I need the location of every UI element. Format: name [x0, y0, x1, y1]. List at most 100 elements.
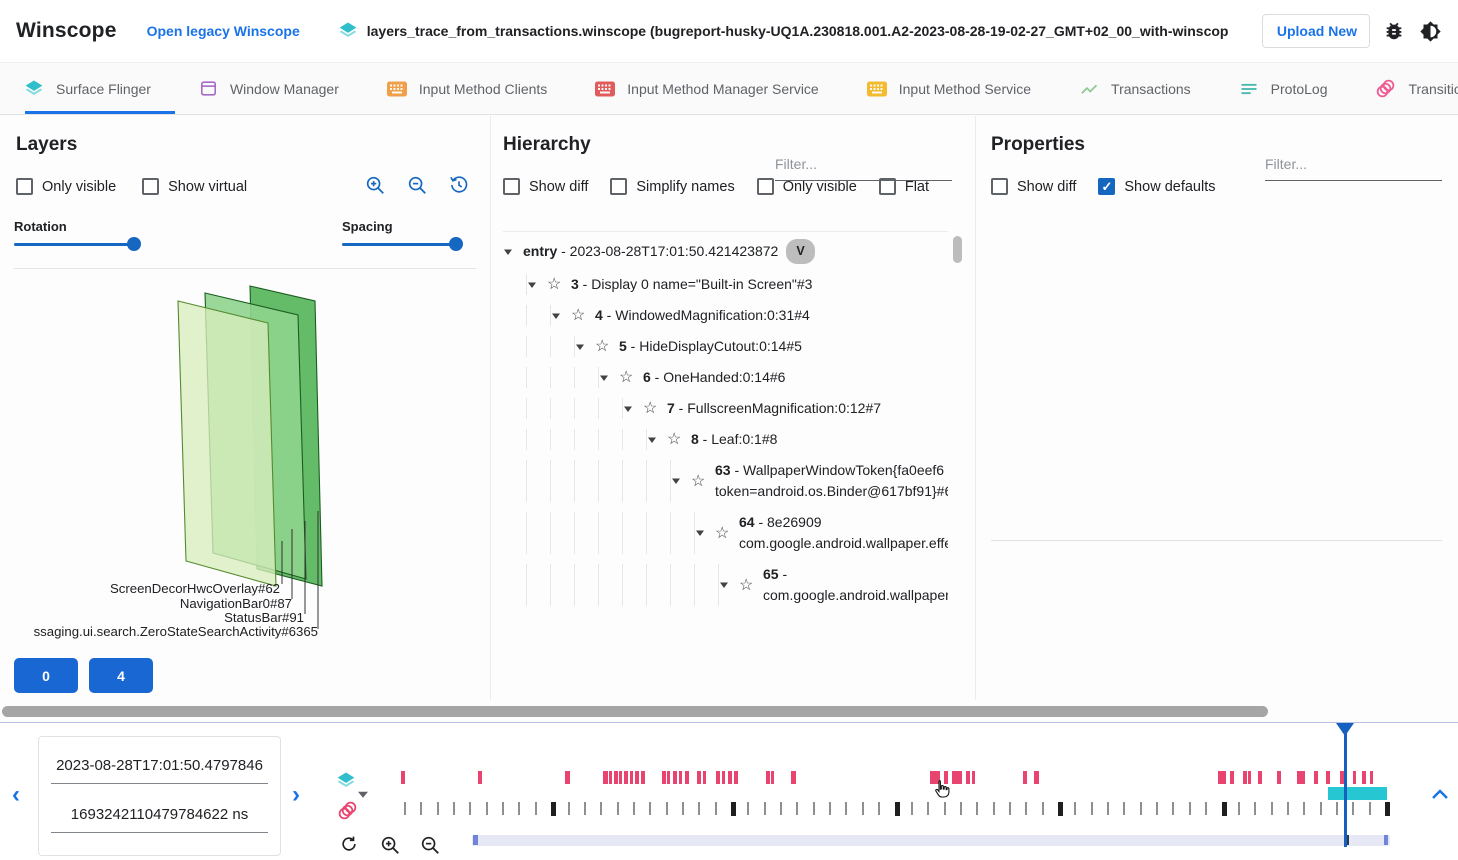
sf-trace-entry-mark[interactable] [1218, 771, 1226, 784]
transition-trace-tick[interactable] [469, 802, 472, 815]
transition-trace-tick[interactable] [453, 802, 456, 815]
transition-trace-tick[interactable] [698, 802, 701, 815]
sf-trace-entry-mark[interactable] [603, 771, 608, 784]
sf-trace-entry-mark[interactable] [673, 771, 677, 784]
timeline-zoom-range-track[interactable] [472, 835, 1390, 846]
checkbox-box[interactable] [756, 178, 774, 195]
star-icon[interactable]: ☆ [547, 276, 562, 293]
collapse-arrow-icon[interactable] [695, 528, 715, 538]
transition-trace-tick[interactable] [1319, 802, 1322, 815]
zoom-in-icon[interactable] [364, 174, 388, 198]
sf-trace-entry-mark[interactable] [641, 771, 645, 784]
transition-trace-tick[interactable] [1172, 802, 1175, 815]
zoom-range-mark[interactable] [473, 835, 478, 845]
tab-protolog[interactable]: ProtoLog [1215, 63, 1352, 114]
sf-trace-entry-mark[interactable] [716, 771, 720, 784]
transition-trace-tick[interactable] [812, 802, 815, 815]
transition-trace-tick[interactable] [1205, 802, 1208, 815]
sf-trace-entry-mark[interactable] [1277, 771, 1281, 784]
transition-trace-tick[interactable] [894, 802, 900, 816]
transition-trace-tick[interactable] [845, 802, 848, 815]
sf-trace-entry-mark[interactable] [703, 771, 706, 784]
checkbox-box[interactable] [503, 178, 520, 195]
tab-input-method-service[interactable]: Input Method Service [843, 63, 1055, 114]
sf-trace-entry-mark[interactable] [565, 771, 570, 784]
transition-trace-tick[interactable] [731, 802, 736, 816]
sf-trace-entry-mark[interactable] [952, 771, 962, 784]
timeline-zoom-in-icon[interactable] [379, 834, 401, 860]
collapse-arrow-icon[interactable] [503, 247, 523, 257]
sf-trace-entry-mark[interactable] [609, 771, 612, 784]
hierarchy-show-diff-checkbox[interactable]: Show diff [503, 178, 588, 195]
tab-transitions[interactable]: Transitions [1351, 63, 1458, 114]
transition-trace-tick[interactable] [1090, 802, 1093, 815]
checkbox-box[interactable] [610, 178, 628, 195]
sf-trace-entry-mark[interactable] [791, 771, 796, 784]
sf-trace-entry-mark[interactable] [766, 771, 770, 784]
star-icon[interactable]: ☆ [571, 307, 586, 324]
sf-trace-entry-mark[interactable] [635, 771, 639, 784]
human-timestamp-input[interactable]: 2023-08-28T17:01:50.4797846 [51, 741, 268, 784]
collapse-arrow-icon[interactable] [623, 404, 643, 414]
tab-surface-flinger[interactable]: Surface Flinger [0, 63, 175, 114]
sf-trace-entry-mark[interactable] [734, 771, 738, 784]
sf-trace-entry-mark[interactable] [966, 771, 970, 784]
rotation-slider[interactable] [14, 237, 141, 251]
transition-trace-tick[interactable] [714, 802, 717, 815]
transition-trace-tick[interactable] [1254, 802, 1257, 815]
transition-trace-tick[interactable] [829, 802, 832, 815]
transition-trace-tick[interactable] [1270, 802, 1273, 815]
transition-trace-tick[interactable] [1025, 802, 1028, 815]
sf-trace-entry-mark[interactable] [685, 771, 689, 784]
tree-node-entry[interactable]: entry - 2023-08-28T17:01:50.421423872 V [503, 234, 948, 269]
sf-trace-entry-mark[interactable] [1248, 771, 1251, 784]
sf-trace-entry-mark[interactable] [401, 771, 405, 784]
checkbox-box[interactable] [16, 178, 33, 195]
transition-trace-tick[interactable] [600, 802, 603, 815]
transition-trace-tick[interactable] [1107, 802, 1110, 815]
transition-trace-tick[interactable] [1368, 802, 1371, 815]
transition-trace-tick[interactable] [796, 802, 799, 815]
sf-trace-entry-mark[interactable] [722, 771, 725, 784]
tree-node-4[interactable]: ☆ 4 - WindowedMagnification:0:31#4 [503, 300, 948, 331]
hierarchy-flat-checkbox[interactable]: Flat [878, 178, 929, 195]
transition-trace-tick[interactable] [616, 802, 619, 815]
transition-trace-tick[interactable] [1286, 802, 1289, 815]
transition-trace-tick[interactable] [567, 802, 570, 815]
transition-trace-tick[interactable] [518, 802, 521, 815]
timeline-cursor[interactable] [1344, 726, 1347, 847]
tab-window-manager[interactable]: Window Manager [175, 63, 363, 114]
sf-trace-entry-mark[interactable] [679, 771, 682, 784]
transition-trace-tick[interactable] [1058, 802, 1063, 816]
collapse-arrow-icon[interactable] [719, 580, 739, 590]
collapse-arrow-icon[interactable] [527, 280, 547, 290]
sf-trace-entry-mark[interactable] [624, 771, 628, 784]
sf-trace-entry-mark[interactable] [697, 771, 701, 784]
collapse-arrow-icon[interactable] [575, 342, 595, 352]
star-icon[interactable]: ☆ [595, 338, 610, 355]
star-icon[interactable]: ☆ [739, 576, 754, 594]
trace-selector-dropdown-icon[interactable] [358, 785, 368, 803]
hierarchy-scrollbar-thumb[interactable] [953, 236, 962, 263]
transition-trace-tick[interactable] [665, 802, 668, 815]
tree-node-6[interactable]: ☆ 6 - OneHanded:0:14#6 [503, 362, 948, 393]
layers-only-visible-checkbox[interactable]: Only visible [16, 178, 116, 195]
timeline-zoom-out-icon[interactable] [419, 834, 441, 860]
horizontal-scrollbar[interactable] [2, 706, 1268, 717]
sf-trace-entry-mark[interactable] [972, 771, 975, 784]
transition-trace-tick[interactable] [780, 802, 783, 815]
transition-trace-tick[interactable] [1221, 802, 1227, 816]
transition-trace-tick[interactable] [436, 802, 439, 815]
hierarchy-simplify-names-checkbox[interactable]: Simplify names [610, 178, 735, 195]
sf-trace-entry-mark[interactable] [1353, 771, 1356, 784]
restore-view-icon[interactable] [448, 174, 472, 198]
layers-show-virtual-checkbox[interactable]: Show virtual [142, 178, 247, 195]
layer-label[interactable]: ssaging.ui.search.ZeroStateSearchActivit… [33, 624, 318, 639]
transition-trace-tick[interactable] [861, 802, 864, 815]
star-icon[interactable]: ☆ [643, 400, 658, 417]
star-icon[interactable]: ☆ [667, 431, 682, 448]
transition-trace-tick[interactable] [1139, 802, 1142, 815]
sf-trace-entry-mark[interactable] [667, 771, 670, 784]
transition-trace-tick[interactable] [1188, 802, 1191, 815]
transition-trace-tick[interactable] [1156, 802, 1159, 815]
